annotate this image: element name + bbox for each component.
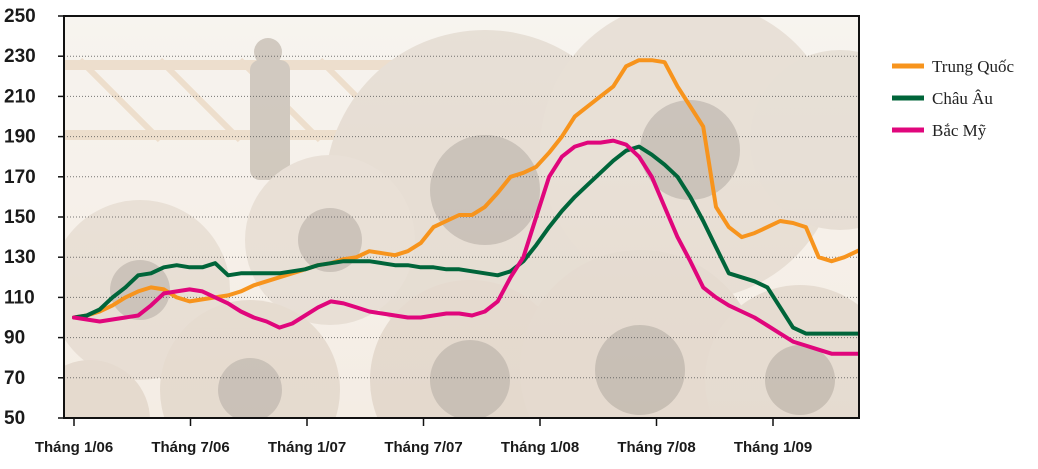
y-tick-label-170: 170 (4, 167, 36, 188)
legend: Trung Quốc Châu Âu Bắc Mỹ (892, 57, 1014, 140)
series-line-0 (72, 58, 859, 320)
x-tick-label-3: Tháng 7/07 (384, 439, 462, 456)
x-tick-label-6: Tháng 1/09 (734, 439, 812, 456)
x-tick-label-1: Tháng 7/06 (151, 439, 229, 456)
axes: 50 70 90 110 130 150 170 190 210 230 250 Tháng 1/06… (4, 6, 860, 456)
y-tick-label-250: 250 (4, 6, 36, 27)
y-tick-label-130: 130 (4, 247, 36, 268)
y-tick-label-190: 190 (4, 127, 36, 148)
y-tick-label-150: 150 (4, 207, 36, 228)
series-line-1 (72, 144, 859, 336)
y-tick-label-90: 90 (4, 328, 25, 349)
y-tick-label-110: 110 (4, 287, 35, 308)
x-tick-label-0: Tháng 1/06 (35, 439, 113, 456)
x-tick-label-2: Tháng 1/07 (268, 439, 346, 456)
y-tick-label-210: 210 (4, 86, 36, 107)
x-tick-label-4: Tháng 1/08 (501, 439, 579, 456)
series-line-2 (72, 138, 859, 356)
y-tick-label-230: 230 (4, 46, 36, 67)
x-tick-label-5: Tháng 7/08 (617, 439, 695, 456)
legend-label-2: Bắc Mỹ (932, 121, 987, 140)
legend-label-0: Trung Quốc (932, 57, 1014, 76)
series-group (72, 58, 859, 356)
legend-label-1: Châu Âu (932, 89, 993, 108)
photo-background (64, 16, 859, 418)
y-tick-label-50: 50 (4, 408, 25, 429)
y-tick-label-70: 70 (4, 368, 25, 389)
